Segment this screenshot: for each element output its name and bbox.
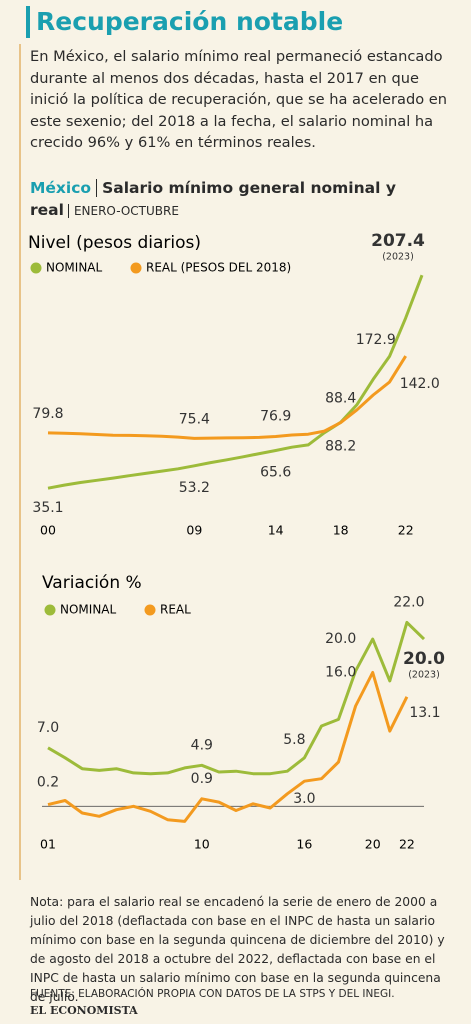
x-tick-label: 18	[333, 523, 349, 538]
legend-label: NOMINAL	[60, 603, 117, 617]
legend-label: REAL (PESOS DEL 2018)	[146, 261, 291, 275]
value-label: 3.0	[293, 791, 315, 807]
legend-label: REAL	[160, 603, 191, 617]
subtitle-block: México Salario mínimo general nominal y r…	[30, 177, 460, 222]
x-tick-label: 10	[194, 837, 210, 852]
series-line	[47, 355, 407, 440]
value-label: 7.0	[37, 720, 59, 736]
annotation: (2023)	[382, 252, 414, 263]
value-label: 76.9	[260, 409, 291, 425]
x-tick-label: 22	[398, 523, 414, 538]
legend-label: NOMINAL	[46, 261, 103, 275]
chart-title: Nivel (pesos diarios)	[28, 233, 201, 253]
value-label: 20.0	[403, 649, 445, 669]
source: FUENTE: ELABORACIÓN PROPIA CON DATOS DE …	[30, 988, 395, 1000]
country: México	[30, 179, 98, 197]
x-tick-label: 20	[365, 837, 381, 852]
legend-swatch	[130, 262, 142, 274]
x-tick-label: 14	[268, 523, 284, 538]
title: Recuperación notable	[26, 6, 343, 38]
period: ENERO-OCTUBRE	[67, 204, 179, 218]
series-line	[47, 671, 409, 823]
value-label: 4.9	[191, 737, 213, 753]
series-line	[47, 620, 426, 776]
value-label: 172.9	[356, 332, 396, 348]
value-label: 75.4	[179, 411, 210, 427]
value-label: 0.2	[37, 775, 59, 791]
annotation: (2023)	[408, 670, 440, 681]
value-label: 79.8	[32, 406, 63, 422]
x-tick-label: 22	[399, 837, 415, 852]
value-label: 22.0	[393, 594, 424, 610]
value-label: 53.2	[179, 480, 210, 496]
subtitle: Salario mínimo general nominal y real	[30, 179, 396, 219]
legend-swatch	[30, 262, 42, 274]
x-tick-label: 16	[296, 837, 312, 852]
value-label: 207.4	[371, 231, 425, 251]
value-label: 35.1	[32, 500, 63, 516]
x-tick-label: 00	[40, 523, 56, 538]
value-label: 88.4	[325, 390, 356, 406]
series-line	[47, 274, 424, 490]
value-label: 20.0	[325, 631, 356, 647]
intro: En México, el salario mínimo real perman…	[30, 48, 448, 151]
note: Nota: para el salario real se encadenó l…	[30, 895, 445, 1004]
x-tick-label: 01	[40, 837, 56, 852]
value-label: 88.2	[325, 439, 356, 455]
legend-swatch	[144, 604, 156, 616]
value-label: 5.8	[283, 732, 305, 748]
brand: EL ECONOMISTA	[30, 1004, 138, 1017]
value-label: 142.0	[400, 376, 440, 392]
value-label: 65.6	[260, 464, 291, 480]
value-label: 16.0	[325, 665, 356, 681]
chart-title: Variación %	[42, 573, 142, 593]
value-label: 0.9	[191, 771, 213, 787]
x-tick-label: 09	[186, 523, 202, 538]
legend-swatch	[44, 604, 56, 616]
value-label: 13.1	[409, 705, 440, 721]
